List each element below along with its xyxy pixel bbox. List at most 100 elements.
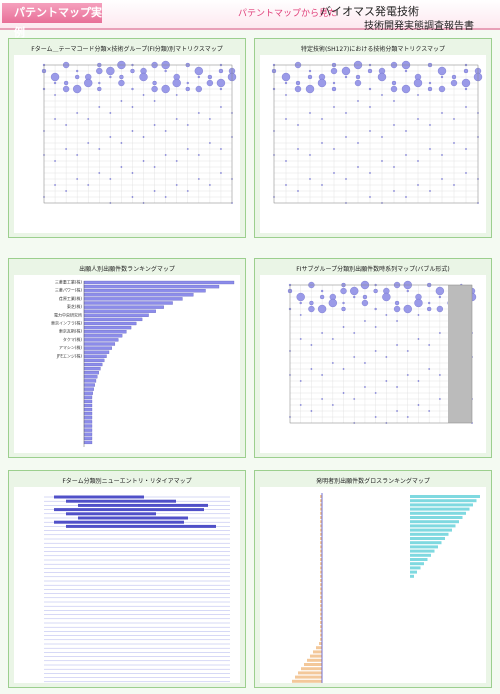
row-label: 東京瓦斯(株) [59,328,83,334]
bubble [417,118,419,120]
bubble [73,84,82,94]
bubble [308,69,312,73]
bar [83,350,110,354]
bar-left [320,625,322,629]
chart-area [14,487,240,683]
bubble [344,75,348,79]
bar-left [292,679,322,683]
bar [83,399,93,404]
bubble [385,380,388,382]
bubble [374,350,377,352]
bubble [220,148,222,150]
bubble [439,398,441,400]
bubble [465,172,467,174]
bubble [284,81,288,85]
bubble [342,326,345,328]
bubble [406,374,409,376]
bubble [220,106,222,108]
bubble [305,84,315,94]
bubble [428,344,431,346]
bubble [391,80,397,86]
bubble [429,190,431,192]
bar-left [301,667,322,671]
bar [83,293,194,297]
bar-left [310,654,322,658]
bubble [465,148,467,150]
bubble [120,142,123,144]
bubble [381,160,383,162]
bar-left [320,528,322,532]
bubble [465,106,467,108]
bubble [333,106,335,108]
bar [83,325,132,330]
bubble [417,184,419,186]
bubble [297,124,299,126]
bubble [332,81,336,85]
header: パテントマップ実例 パテントマップから見た バイオマス発電技術 技術開発実態調査… [0,0,500,39]
chart-area [260,55,486,233]
bubble [321,142,323,144]
span [66,512,156,516]
bar-left [320,520,322,524]
panel-title: Fターム分類別ニューエントリ・リタイアマップ [62,478,192,485]
bubble [362,294,368,300]
bubble [109,112,112,114]
bubble [295,80,301,86]
bubble [164,154,167,156]
bubble [369,130,371,132]
bar-right [410,511,466,515]
bubble [417,94,419,96]
bar-right [410,549,435,553]
bubble [54,118,56,120]
bar-left [320,541,322,545]
bubble [175,184,178,186]
bar [83,321,137,326]
frame [43,64,233,204]
span [78,516,188,520]
bubble [172,78,181,88]
bubble [321,332,323,334]
bubble [453,142,455,144]
bubble [406,416,409,418]
bubble [354,79,362,87]
bar-left [320,637,322,641]
bubble [417,380,420,382]
bubble [393,305,401,313]
bubble [62,85,70,93]
bubble [131,130,134,132]
bar-right [410,520,459,524]
bubble [87,118,90,120]
bubble [357,166,359,168]
bar [83,358,105,363]
bubble [441,154,443,156]
bubble [350,286,359,296]
bubble [65,148,67,150]
bubble [285,160,287,162]
bubble [98,106,101,108]
bar [83,391,93,395]
bubble [207,74,213,80]
span [54,495,144,499]
bar [83,346,112,350]
bubble [309,154,311,156]
bubble [197,75,200,79]
bar [83,289,206,293]
bubble [186,148,189,150]
bubble [331,362,334,364]
bar-left [320,604,322,608]
bubble [373,288,378,294]
bubble [396,344,398,346]
bubble [53,81,57,85]
bubble [296,292,305,302]
row-label: 三菱パワー(株) [55,287,83,293]
bar-left [320,574,322,578]
bubble [109,136,112,138]
bubble [331,338,334,340]
bar-left [313,650,322,654]
bubble [341,66,351,76]
bubble [139,72,148,82]
bubble [209,118,211,120]
bubble [76,112,79,114]
bubble [209,184,211,186]
bubble [361,299,369,307]
